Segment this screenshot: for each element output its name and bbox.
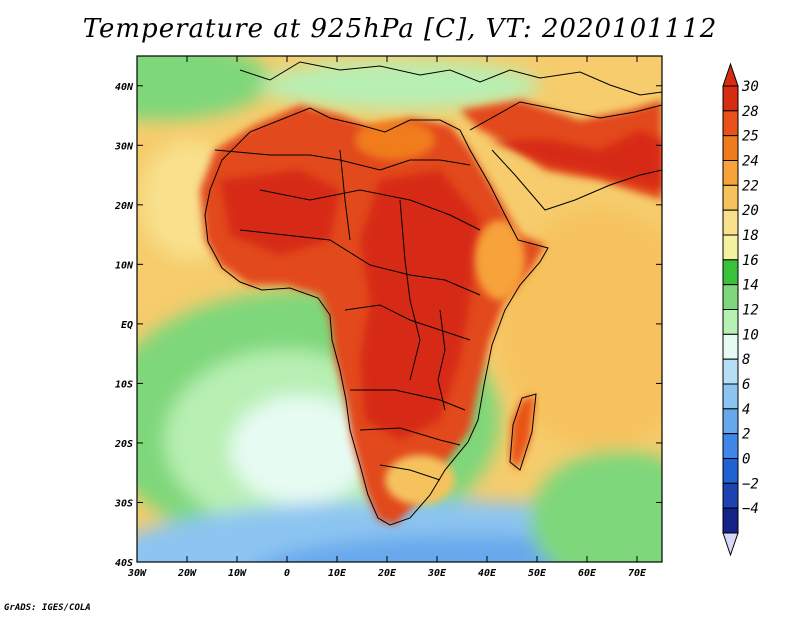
y-tick-label: 40N <box>115 82 134 93</box>
x-tick-label: 60E <box>578 568 597 579</box>
colorbar-label: 12 <box>742 303 759 319</box>
colorbar-label: 28 <box>742 104 759 120</box>
colorbar-label: 24 <box>742 154 759 170</box>
y-tick-label: 30S <box>114 498 133 509</box>
y-tick-label: 30N <box>114 141 134 152</box>
x-tick-label: 10W <box>228 568 247 579</box>
colorbar-segment <box>722 433 739 459</box>
plot-frame <box>136 55 663 563</box>
colorbar-label: 14 <box>742 278 759 294</box>
y-tick-label: 40S <box>115 558 133 569</box>
y-tick-label: 10N <box>115 260 134 271</box>
colorbar-segment <box>722 284 739 310</box>
colorbar-label: 6 <box>742 377 750 393</box>
temperature-field <box>137 56 662 562</box>
colorbar-label: 30 <box>741 79 759 95</box>
colorbar-label: 0 <box>742 452 750 468</box>
colorbar-segment <box>722 458 739 484</box>
colorbar-segment <box>722 160 739 186</box>
colorbar-segment <box>722 482 739 509</box>
axis-ticks: 30W 20W 10W 0 10E 20E 30E 40E 50E 60E 70E 40N 30N 20N… <box>114 56 662 579</box>
y-tick-label: 10S <box>115 379 133 390</box>
colorbar-label: 18 <box>742 228 759 244</box>
colorbar-segment <box>722 259 739 286</box>
colorbar-segment <box>722 110 739 137</box>
y-tick-label: 20S <box>114 439 133 450</box>
colorbar-segment <box>722 209 739 236</box>
colorbar-segment <box>722 184 739 211</box>
colorbar-label: 20 <box>742 203 759 219</box>
colorbar-segment <box>722 383 739 410</box>
x-tick-label: 50E <box>528 568 547 579</box>
colorbar-segment <box>722 333 739 360</box>
colorbar-segment <box>722 135 739 162</box>
map-title: Temperature at 925hPa [C], VT: 202010111… <box>82 14 718 44</box>
y-tick-label: 20N <box>114 201 134 212</box>
colorbar-label: 2 <box>742 427 750 443</box>
colorbar-label: 16 <box>742 253 759 269</box>
colorbar-segment <box>722 358 739 385</box>
colorbar-over-triangle <box>722 62 739 87</box>
colorbar-under-triangle <box>722 532 739 557</box>
x-tick-label: 70E <box>628 568 647 579</box>
colorbar-label: −4 <box>742 501 759 517</box>
credit-text: GrADS: IGES/COLA <box>4 603 91 613</box>
x-tick-label: 40E <box>478 568 497 579</box>
colorbar-segment <box>722 507 739 534</box>
colorbar-label: 10 <box>742 327 759 343</box>
coastlines <box>204 61 662 526</box>
colorbar-label: −2 <box>742 476 759 492</box>
colorbar-segment <box>722 408 739 435</box>
x-tick-label: 10E <box>328 568 347 579</box>
x-tick-label: 0 <box>284 568 290 579</box>
colorbar-segment <box>722 85 739 112</box>
colorbar-segment <box>722 309 739 335</box>
colorbar-label: 8 <box>742 352 750 368</box>
x-tick-label: 20E <box>377 568 397 579</box>
colorbar-label: 22 <box>742 178 759 194</box>
y-tick-label: EQ <box>121 320 133 331</box>
colorbar-label: 25 <box>742 129 759 145</box>
colorbar-segment <box>722 234 739 261</box>
colorbar-label: 4 <box>742 402 750 418</box>
x-tick-label: 30W <box>127 568 147 579</box>
x-tick-label: 20W <box>177 568 197 579</box>
x-tick-label: 30E <box>427 568 447 579</box>
